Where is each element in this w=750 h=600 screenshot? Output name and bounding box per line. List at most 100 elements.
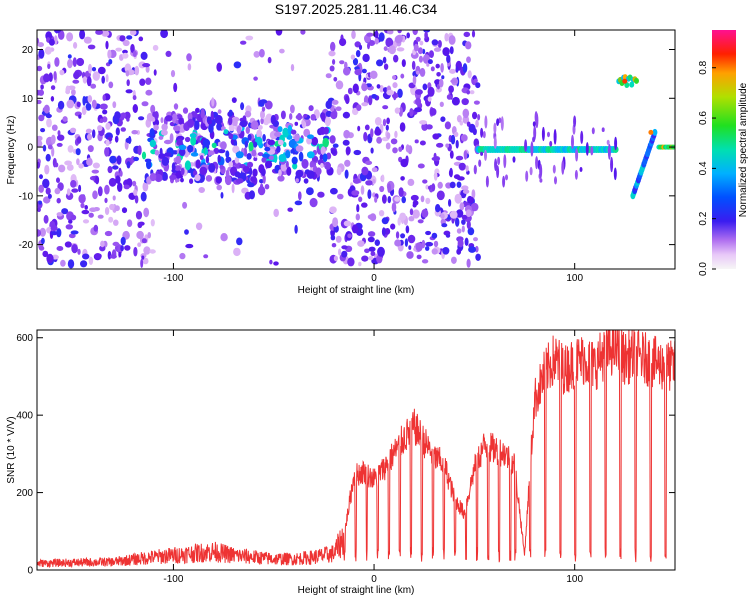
spectrogram-cell	[247, 134, 252, 141]
spectrogram-cell	[194, 174, 201, 182]
spectrogram-cell	[264, 100, 273, 110]
spectrogram-cell	[278, 154, 287, 162]
spectrogram-cell	[475, 245, 479, 253]
spectrogram-cell	[310, 114, 317, 121]
spectrogram-cell	[37, 99, 42, 105]
spectrogram-cell	[496, 118, 500, 126]
spectrogram-cell	[444, 32, 449, 42]
spectrogram-cell	[48, 38, 55, 46]
spectrogram-cell	[382, 118, 387, 127]
spectrogram-cell	[320, 146, 326, 156]
spectrogram-cell	[186, 53, 192, 62]
spectrogram-cell	[484, 149, 487, 161]
spectrogram-cell	[104, 147, 110, 157]
spectrogram-cell	[126, 35, 133, 40]
spectrogram-cell	[105, 139, 110, 147]
spectrogram-cell	[145, 65, 150, 73]
spectrogram-cell	[376, 136, 382, 144]
spectrogram-cell	[409, 108, 414, 117]
spectrogram-cell	[471, 30, 476, 38]
spectrogram-cell	[42, 250, 49, 258]
spectrogram-xtick-label: 0	[371, 273, 377, 284]
spectrogram-cell	[363, 131, 368, 142]
spectrogram-cell	[41, 237, 45, 245]
spectrogram-cell	[323, 127, 329, 135]
spectrogram-cell	[72, 79, 80, 84]
spectrogram-cell	[374, 239, 380, 246]
spectrogram-cell	[397, 88, 403, 99]
spectrogram-cell	[38, 200, 42, 205]
spectrogram-cell	[233, 247, 241, 257]
spectrogram-cell	[412, 203, 417, 208]
spectrogram-cell	[475, 119, 479, 128]
spectrogram-cell	[541, 126, 545, 142]
spectrogram-cell	[214, 114, 223, 125]
spectrogram-cell	[391, 202, 397, 213]
spectrogram-cell	[141, 101, 149, 107]
spectrogram-cell	[456, 228, 462, 234]
spectrogram-cell	[114, 135, 119, 143]
spectrogram-cell	[149, 249, 156, 254]
spectrogram-cell	[105, 40, 109, 50]
spectrogram-cell	[76, 136, 82, 144]
spectrogram-cell	[549, 140, 553, 147]
spectrogram-cell	[308, 105, 314, 112]
spectrogram-cell	[219, 164, 224, 170]
spectrogram-cell	[478, 159, 482, 167]
spectrogram-frame	[36, 29, 676, 270]
spectrogram-cell	[345, 95, 350, 105]
spectrogram-cell	[364, 248, 370, 254]
spectrogram-cell	[629, 81, 635, 88]
spectrogram-cell	[338, 248, 342, 256]
spectrogram-cell	[437, 181, 443, 189]
spectrogram-cell	[108, 81, 114, 89]
colorbar-ticks: 0.0 0.2 0.4 0.6 0.8	[698, 60, 716, 276]
spectrogram-cell	[456, 115, 462, 123]
spectrogram-cell	[378, 210, 385, 217]
spectrogram-cell	[198, 153, 205, 157]
spectrogram-cell	[153, 124, 159, 131]
spectrogram-cell	[108, 177, 117, 187]
spectrogram-cell	[137, 145, 142, 156]
spectrogram-cell	[149, 172, 157, 182]
spectrogram-cell	[333, 255, 338, 262]
spectrogram-cell	[385, 142, 391, 150]
spectrogram-cell	[187, 63, 192, 71]
spectrogram-cell	[189, 178, 194, 184]
spectrogram-cell	[358, 261, 362, 267]
spectrogram-cell	[78, 114, 82, 119]
spectrogram-cell	[132, 50, 137, 57]
spectrogram-cell	[381, 217, 389, 225]
spectrogram-cell	[163, 139, 172, 145]
snr-ytick-label: 200	[16, 488, 33, 499]
spectrogram-cell	[335, 106, 342, 111]
spectrogram-cell	[331, 99, 339, 105]
spectrogram-cell	[139, 78, 146, 86]
spectrogram-cell	[448, 85, 454, 93]
spectrogram-cell	[607, 143, 611, 160]
spectrogram-cell	[38, 89, 44, 96]
spectrogram-cell	[407, 178, 415, 186]
spectrogram-cell	[371, 94, 378, 99]
spectrogram-cell	[400, 233, 406, 239]
spectrogram-cell	[339, 38, 347, 47]
spectrogram-cell	[353, 149, 362, 156]
spectrogram-cell	[370, 147, 374, 154]
spectrogram-cell	[461, 214, 468, 220]
spectrogram-cell	[56, 142, 63, 147]
spectrogram-cell	[422, 48, 426, 55]
spectrogram-cell	[50, 85, 56, 90]
spectrogram-cell	[142, 257, 149, 265]
spectrogram-cell	[472, 128, 477, 136]
spectrogram-cell	[455, 209, 464, 218]
spectrogram-cell	[115, 127, 120, 136]
spectrogram-cell	[262, 174, 266, 184]
spectrogram-cell	[194, 120, 200, 130]
spectrogram-cell	[90, 83, 97, 89]
spectrogram-cell	[277, 175, 285, 182]
snr-ytick-label: 400	[16, 411, 33, 422]
spectrogram-cell	[404, 238, 408, 247]
spectrogram-cell	[64, 160, 72, 166]
spectrogram-cell	[260, 167, 266, 177]
